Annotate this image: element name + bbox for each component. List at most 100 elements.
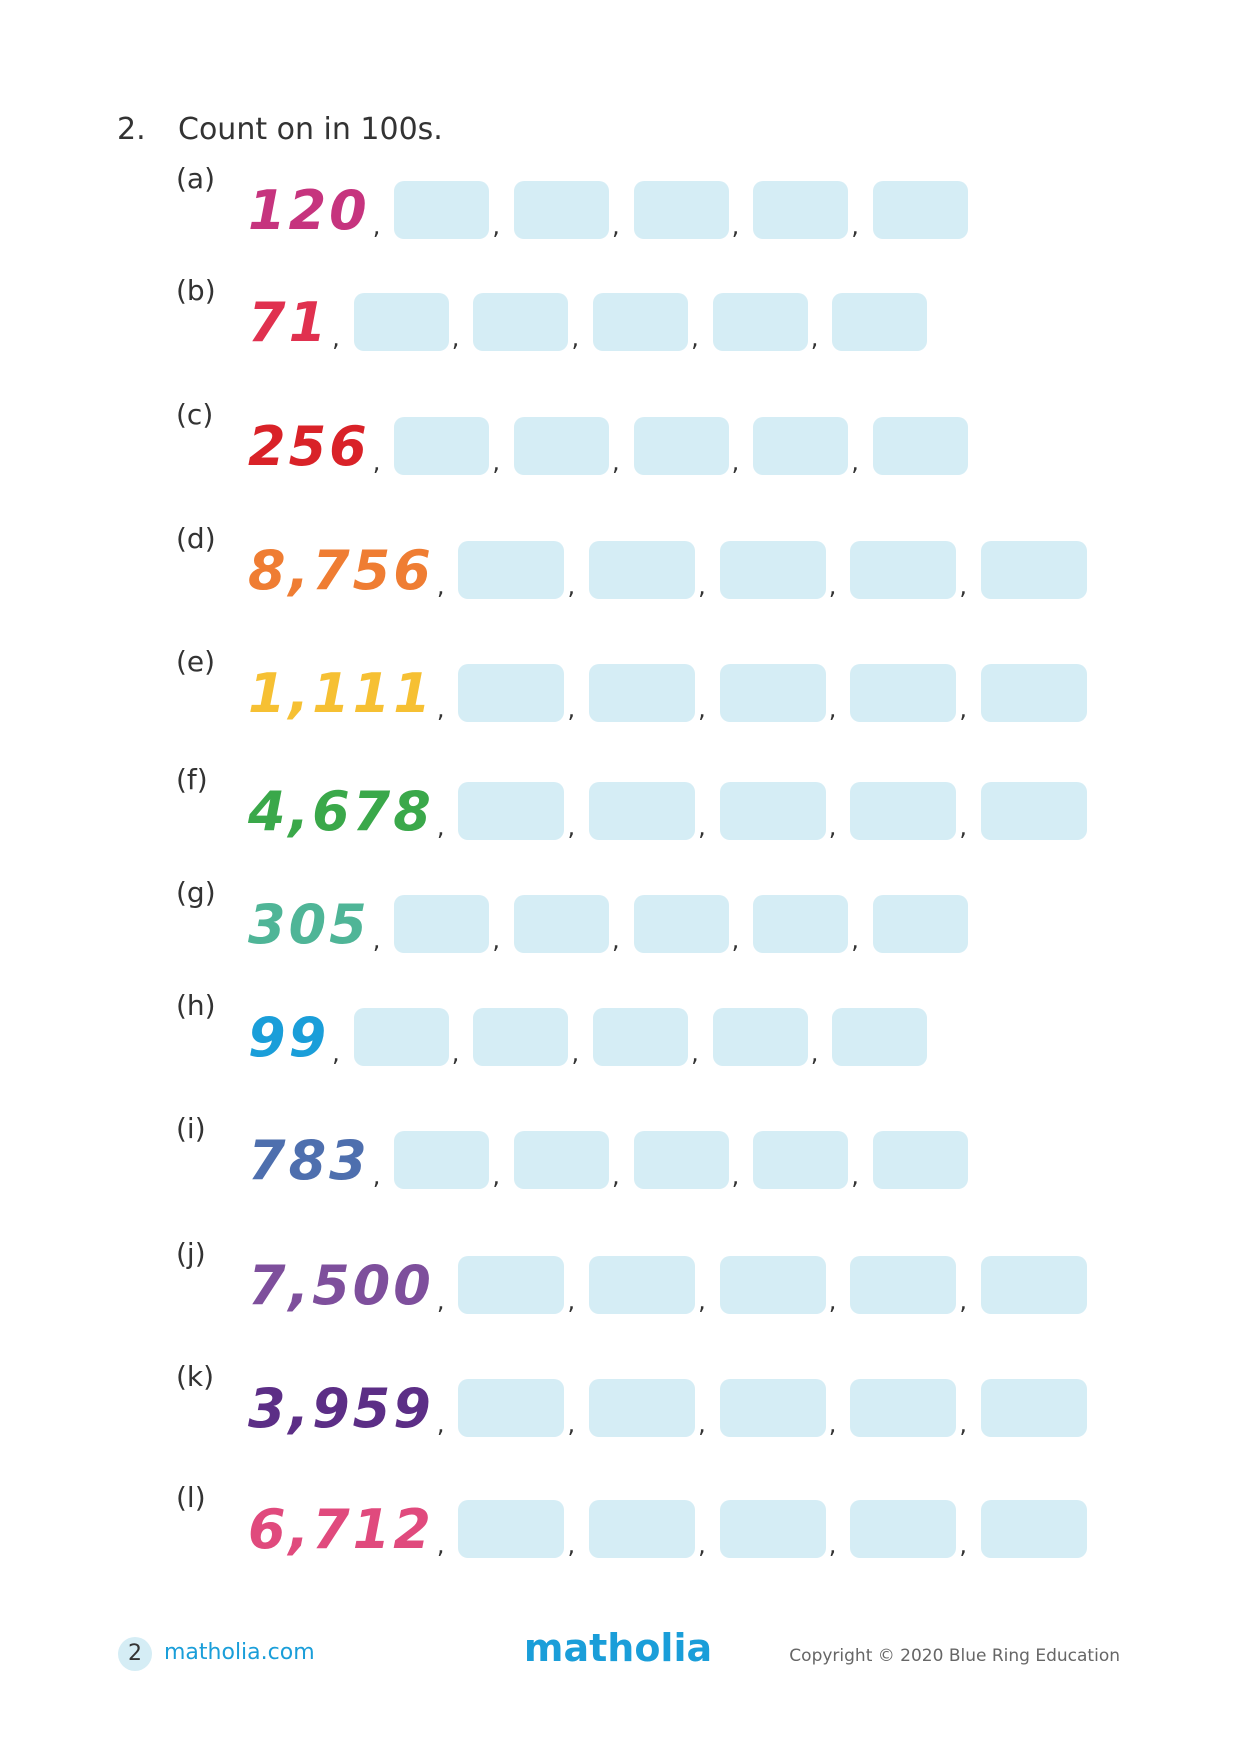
answer-box[interactable]: [633, 895, 729, 953]
answer-box[interactable]: [589, 782, 696, 840]
answer-box[interactable]: [394, 181, 490, 239]
separator: ,: [828, 813, 837, 841]
separator: ,: [698, 695, 706, 723]
answer-box[interactable]: [458, 541, 565, 599]
item-label: (a): [176, 162, 216, 195]
item-row: (b) 71,,,,,: [0, 274, 1240, 354]
answer-box[interactable]: [872, 417, 968, 475]
separator: ,: [698, 813, 706, 841]
item-sequence: 7,500,,,,,: [248, 1253, 1088, 1317]
answer-box[interactable]: [394, 417, 490, 475]
answer-box[interactable]: [872, 181, 968, 239]
separator: ,: [436, 695, 445, 723]
answer-box[interactable]: [981, 1256, 1088, 1314]
item-row: (f) 4,678,,,,,: [0, 763, 1240, 843]
separator: ,: [691, 324, 699, 352]
item-row: (k) 3,959,,,,,: [0, 1360, 1240, 1440]
answer-box[interactable]: [394, 1131, 490, 1189]
start-number: 305: [248, 892, 370, 956]
item-sequence: 1,111,,,,,: [248, 662, 1088, 725]
answer-box[interactable]: [872, 1131, 968, 1189]
start-number: 783: [248, 1128, 370, 1192]
answer-box[interactable]: [712, 293, 808, 351]
separator: ,: [567, 813, 576, 841]
separator: ,: [612, 926, 620, 954]
start-number: 99: [248, 1005, 330, 1069]
answer-box[interactable]: [589, 1379, 696, 1437]
answer-box[interactable]: [719, 541, 826, 599]
separator: ,: [492, 1162, 501, 1190]
answer-box[interactable]: [589, 664, 696, 722]
answer-box[interactable]: [850, 664, 957, 722]
answer-box[interactable]: [458, 664, 565, 722]
answer-box[interactable]: [514, 1131, 610, 1189]
answer-box[interactable]: [719, 782, 826, 840]
answer-box[interactable]: [633, 181, 729, 239]
separator: ,: [851, 1162, 859, 1190]
answer-box[interactable]: [719, 1379, 826, 1437]
answer-box[interactable]: [850, 1256, 957, 1314]
answer-box[interactable]: [458, 1500, 565, 1558]
separator: ,: [571, 324, 580, 352]
answer-box[interactable]: [473, 1008, 569, 1066]
answer-box[interactable]: [981, 1379, 1088, 1437]
answer-box[interactable]: [353, 1008, 449, 1066]
answer-box[interactable]: [719, 664, 826, 722]
answer-box[interactable]: [832, 1008, 928, 1066]
answer-box[interactable]: [593, 1008, 689, 1066]
answer-box[interactable]: [589, 1256, 696, 1314]
answer-box[interactable]: [394, 895, 490, 953]
answer-box[interactable]: [850, 1500, 957, 1558]
answer-box[interactable]: [589, 1500, 696, 1558]
answer-box[interactable]: [633, 417, 729, 475]
answer-box[interactable]: [719, 1256, 826, 1314]
answer-box[interactable]: [753, 895, 849, 953]
item-row: (c) 256,,,,,: [0, 398, 1240, 478]
item-sequence: 8,756,,,,,: [248, 539, 1088, 602]
answer-box[interactable]: [981, 541, 1088, 599]
answer-box[interactable]: [514, 417, 610, 475]
answer-box[interactable]: [473, 293, 569, 351]
answer-box[interactable]: [633, 1131, 729, 1189]
answer-box[interactable]: [593, 293, 689, 351]
item-row: (h) 99,,,,,: [0, 989, 1240, 1069]
answer-box[interactable]: [832, 293, 928, 351]
answer-box[interactable]: [850, 1379, 957, 1437]
item-sequence: 6,712,,,,,: [248, 1498, 1088, 1561]
answer-box[interactable]: [981, 782, 1088, 840]
answer-box[interactable]: [458, 1379, 565, 1437]
answer-box[interactable]: [514, 181, 610, 239]
separator: ,: [810, 1039, 819, 1067]
separator: ,: [959, 1531, 968, 1559]
answer-box[interactable]: [981, 664, 1088, 722]
answer-box[interactable]: [753, 417, 849, 475]
separator: ,: [372, 212, 381, 240]
answer-box[interactable]: [514, 895, 610, 953]
item-sequence: 99,,,,,: [248, 1005, 928, 1069]
answer-box[interactable]: [872, 895, 968, 953]
answer-box[interactable]: [458, 782, 565, 840]
answer-box[interactable]: [753, 1131, 849, 1189]
answer-box[interactable]: [981, 1500, 1088, 1558]
item-label: (f): [176, 763, 208, 796]
answer-box[interactable]: [589, 541, 696, 599]
answer-box[interactable]: [458, 1256, 565, 1314]
start-number: 7,500: [248, 1253, 434, 1317]
separator: ,: [959, 1410, 968, 1438]
item-label: (j): [176, 1237, 206, 1270]
answer-box[interactable]: [850, 782, 957, 840]
question-text: Count on in 100s.: [178, 112, 443, 147]
separator: ,: [492, 926, 501, 954]
answer-box[interactable]: [353, 293, 449, 351]
item-label: (h): [176, 989, 216, 1022]
item-label: (i): [176, 1112, 206, 1145]
answer-box[interactable]: [753, 181, 849, 239]
answer-box[interactable]: [850, 541, 957, 599]
start-number: 4,678: [248, 779, 434, 843]
item-sequence: 3,959,,,,,: [248, 1377, 1088, 1440]
answer-box[interactable]: [712, 1008, 808, 1066]
separator: ,: [691, 1039, 699, 1067]
answer-box[interactable]: [719, 1500, 826, 1558]
item-sequence: 4,678,,,,,: [248, 779, 1088, 843]
